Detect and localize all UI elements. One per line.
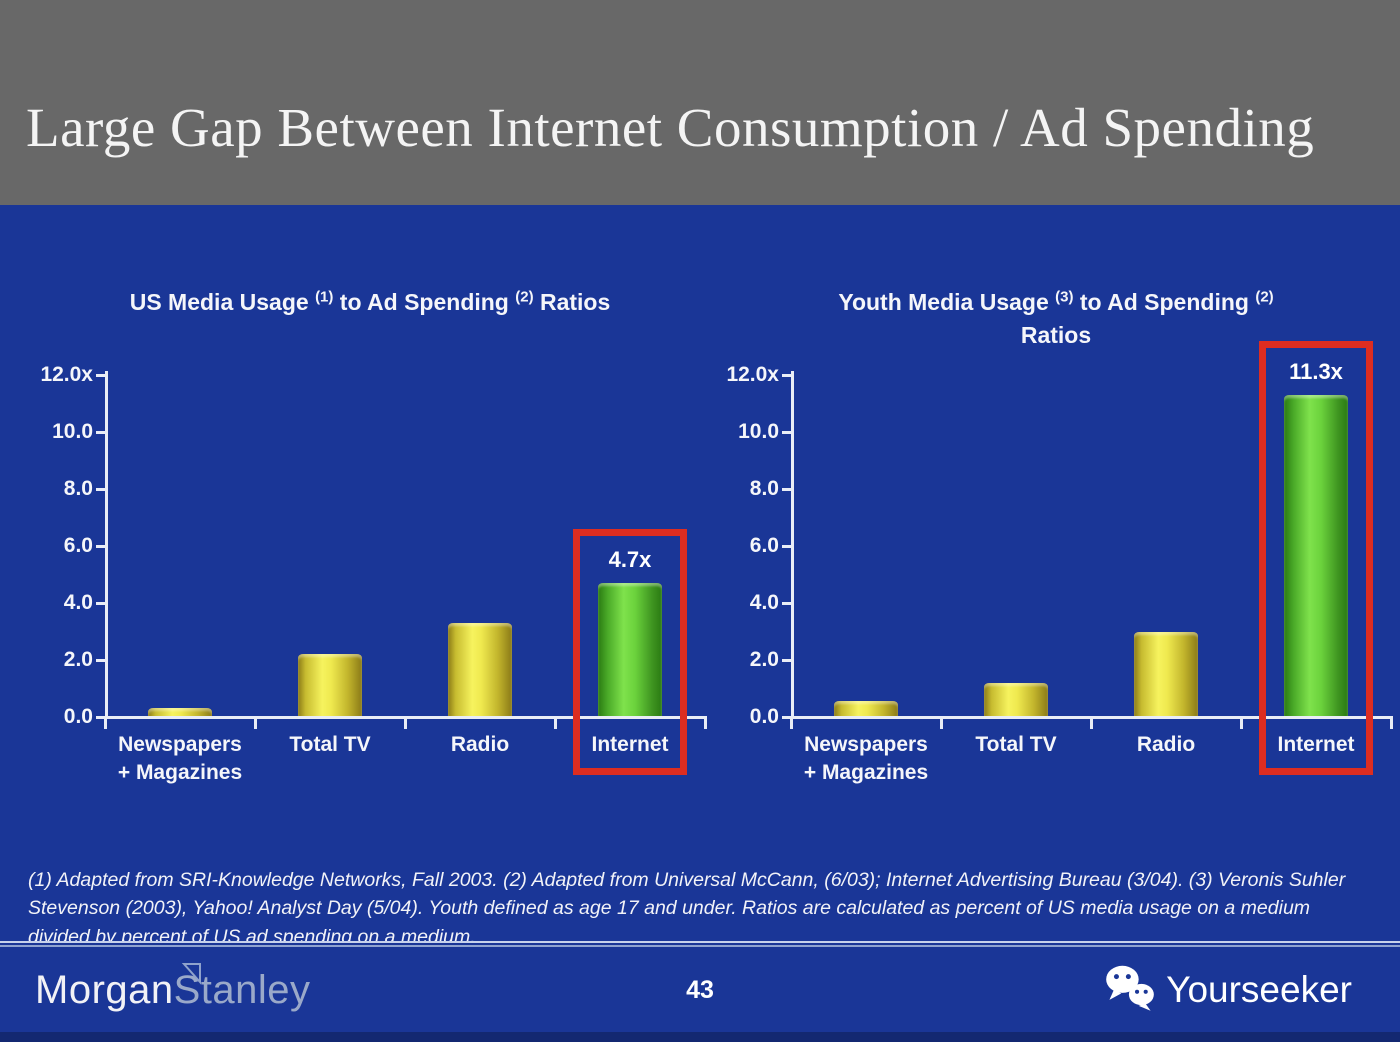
y-axis-tick [782, 545, 791, 548]
chart-title: Youth Media Usage (3) to Ad Spending (2)… [838, 288, 1274, 349]
x-axis-tick [1090, 719, 1093, 729]
category-label: Internet [591, 733, 669, 756]
title-superscript: (2) [1255, 288, 1274, 306]
x-axis-tick [554, 719, 557, 729]
morgan-stanley-wedge-icon [181, 951, 203, 996]
category-labels-row: Newspapers + Magazines Total TV Radio Inter… [791, 731, 1391, 788]
y-axis-tick [96, 488, 105, 491]
chart-plot-area: 12.0x 10.0 8.0 6.0 4.0 2.0 0.0 4.7x [40, 363, 707, 775]
x-axis-tick [254, 719, 257, 729]
footer-divider-line [0, 941, 1400, 948]
brand-morgan: Morgan [35, 967, 174, 1012]
y-axis-tick [96, 431, 105, 434]
category-label: Radio [450, 733, 510, 756]
x-axis-tick [404, 719, 407, 729]
y-axis-tick [782, 602, 791, 605]
page-number: 43 [686, 975, 714, 1004]
y-axis-tick-label: 6.0 [63, 534, 93, 557]
morgan-stanley-logo: MorganStanley [35, 962, 311, 1013]
y-axis-tick [782, 488, 791, 491]
y-axis-tick-label: 12.0x [40, 363, 93, 386]
bar-radio [1134, 631, 1198, 717]
title-superscript: (2) [515, 288, 534, 306]
bar-radio [448, 622, 512, 717]
y-axis-tick-label: 8.0 [63, 477, 93, 500]
y-axis-tick [782, 659, 791, 662]
bar-newspapers [834, 701, 898, 717]
y-axis-line [791, 371, 794, 719]
chart-us-media-usage: US Media Usage (1) to Ad Spending (2) Ra… [30, 278, 710, 788]
slide-title: Large Gap Between Internet Consumption /… [26, 97, 1315, 158]
highlight-value-label: 4.7x [608, 547, 652, 573]
wechat-icon [1104, 964, 1156, 1017]
category-labels-row: Newspapers + Magazines Total TV Radio Inter… [105, 731, 705, 788]
bar-total-tv [984, 682, 1048, 717]
yourseeker-logo: Yourseeker [1104, 964, 1352, 1017]
highlight-value-label: 11.3x [1289, 358, 1343, 384]
y-axis-tick-label: 10.0 [738, 420, 779, 443]
slide-footer: MorganStanley 43 Yourseeker [0, 948, 1400, 1032]
y-axis-line [105, 371, 108, 719]
y-axis-tick [96, 659, 105, 662]
chart-plot-area: 12.0x 10.0 8.0 6.0 4.0 2.0 0.0 11.3x [726, 340, 1393, 775]
bottom-strip [0, 1032, 1400, 1042]
x-axis-line [789, 716, 1393, 719]
yourseeker-text: Yourseeker [1166, 969, 1352, 1010]
bar-newspapers [148, 708, 212, 717]
y-axis-tick [96, 602, 105, 605]
brand-stanley: Stanley [173, 967, 311, 1012]
x-axis-tick [104, 719, 107, 729]
x-axis-tick [940, 719, 943, 729]
x-axis-tick [790, 719, 793, 729]
y-axis-tick-label: 8.0 [749, 477, 779, 500]
x-axis-tick [704, 719, 707, 729]
title-superscript: (3) [1055, 288, 1074, 306]
x-axis-tick [1390, 719, 1393, 729]
category-label: Newspapers + Magazines [117, 733, 243, 785]
category-label: Internet [1277, 733, 1355, 756]
y-axis-tick-label: 6.0 [749, 534, 779, 557]
footnote: (1) Adapted from SRI-Knowledge Networks,… [28, 869, 1346, 948]
category-label: Total TV [289, 733, 371, 756]
bar-internet [1284, 394, 1348, 717]
slide-header: Large Gap Between Internet Consumption /… [0, 0, 1400, 205]
category-label: Radio [1136, 733, 1196, 756]
chart-title: US Media Usage (1) to Ad Spending (2) Ra… [129, 288, 611, 315]
y-axis-tick-label: 0.0 [63, 705, 93, 728]
x-axis-tick [1240, 719, 1243, 729]
bar-internet [598, 583, 662, 717]
title-superscript: (1) [315, 288, 334, 306]
y-axis-tick-label: 10.0 [52, 420, 93, 443]
y-axis-tick-label: 0.0 [749, 705, 779, 728]
y-axis-tick [96, 716, 105, 719]
y-axis-tick-label: 12.0x [726, 363, 779, 386]
y-axis-tick-label: 2.0 [749, 648, 779, 671]
x-axis-line [103, 716, 707, 719]
category-label: Total TV [975, 733, 1057, 756]
category-label: Newspapers + Magazines [803, 733, 929, 785]
y-axis-tick-label: 4.0 [749, 591, 779, 614]
y-axis-tick [96, 374, 105, 377]
y-axis-tick [782, 374, 791, 377]
y-axis-tick [782, 431, 791, 434]
bar-total-tv [298, 654, 362, 717]
y-axis-tick [96, 545, 105, 548]
y-axis-tick-label: 2.0 [63, 648, 93, 671]
y-axis-tick [782, 716, 791, 719]
chart-youth-media-usage: Youth Media Usage (3) to Ad Spending (2)… [716, 278, 1396, 788]
y-axis-tick-label: 4.0 [63, 591, 93, 614]
